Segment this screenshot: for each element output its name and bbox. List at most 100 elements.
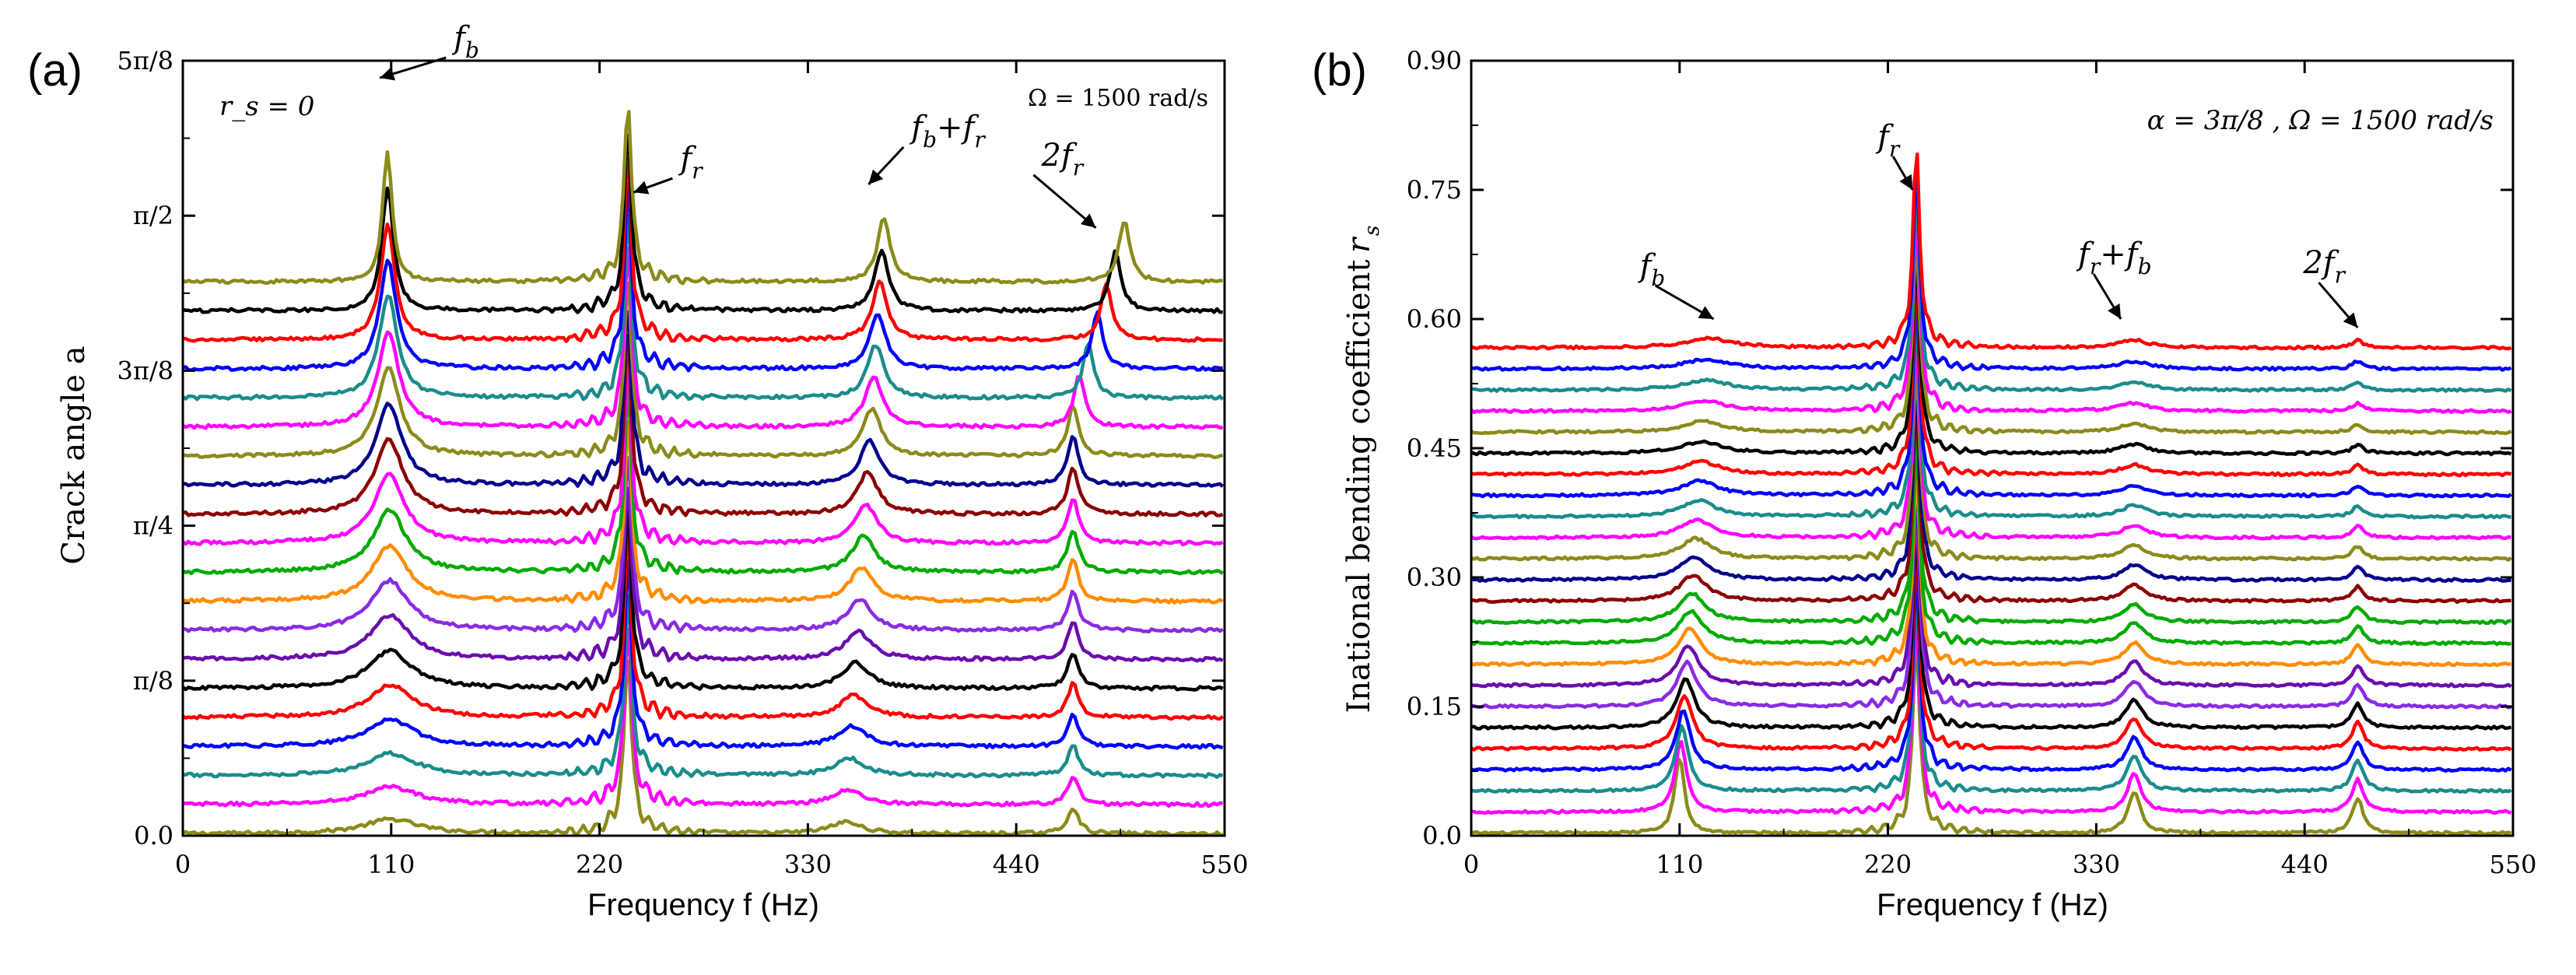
annotation-arrowhead [1698, 306, 1714, 319]
series-line [1470, 521, 2512, 710]
panel-a-speed-text: Ω = 1500 rad/s [1028, 85, 1208, 112]
series-line [1470, 223, 2512, 415]
annotation-arrowhead [2343, 312, 2358, 328]
x-tick-label: 220 [576, 850, 623, 879]
panel-b: (b) 0 110 220 330 440 550 0.0 0.15 0.30 0.45 0.60… [1312, 45, 2537, 922]
y-tick-label: 0.0 [1422, 821, 1462, 850]
series-line [181, 357, 1224, 547]
panel-a: (a) 0 110 220 330 440 550 0.0 π/8 π/4 3π/8 π/2 5π/… [27, 20, 1249, 922]
x-tick-label: 110 [1656, 850, 1703, 879]
series-line [1470, 647, 2512, 836]
panel-b-y-axis-label: Inational bending coefficient [1341, 259, 1377, 713]
series-line [1470, 623, 2512, 815]
x-tick-label: 110 [367, 850, 415, 879]
panel-a-series-group [181, 110, 1225, 837]
series-line [182, 181, 1223, 373]
series-line [1470, 300, 2512, 499]
annotation-arrowhead [380, 67, 396, 81]
x-tick-label: 330 [2073, 850, 2120, 879]
series-line [1470, 281, 2512, 478]
panel-b-y-axis-symbol: r [1341, 236, 1377, 253]
x-tick-label: 220 [1864, 850, 1912, 879]
series-line [181, 507, 1224, 692]
x-tick-label: 550 [2489, 850, 2536, 879]
series-line [1470, 323, 2511, 520]
series-line [182, 310, 1225, 488]
series-line [1470, 196, 2512, 393]
series-line [182, 156, 1223, 343]
annotation-label: fr+fb [2076, 237, 2151, 279]
annotation-arrowhead [1899, 174, 1913, 190]
y-tick-label: 0.75 [1407, 175, 1462, 205]
series-line [182, 559, 1224, 750]
series-line [1470, 536, 2512, 731]
series-line [181, 110, 1223, 286]
series-line [182, 281, 1224, 460]
x-tick-label: 0 [1463, 850, 1479, 879]
y-tick-label: 0.0 [134, 821, 173, 850]
series-line [182, 593, 1224, 779]
series-line [181, 213, 1225, 402]
x-tick-label: 0 [175, 850, 191, 879]
x-tick-label: 330 [784, 850, 832, 879]
annotation-arrowhead [868, 169, 884, 185]
series-line [181, 531, 1225, 721]
y-tick-label: 5π/8 [117, 46, 173, 75]
series-line [181, 246, 1224, 430]
y-tick-label: 0.60 [1407, 304, 1462, 334]
series-line [1470, 245, 2512, 436]
panel-b-y-ticks: 0.0 0.15 0.30 0.45 0.60 0.75 0.90 [1407, 46, 2513, 850]
series-line [182, 455, 1224, 634]
y-tick-label: 0.45 [1407, 433, 1462, 463]
series-line [182, 659, 1223, 837]
panel-b-y-axis-label-group: Inational bending coefficient r s [1341, 226, 1384, 714]
series-line [182, 419, 1224, 605]
series-line [182, 333, 1224, 517]
panel-a-param-text: r_s = 0 [219, 91, 314, 122]
panel-b-param-text: α = 3π/8 , Ω = 1500 rad/s [2147, 105, 2494, 136]
annotation-label: fr [1875, 119, 1901, 162]
panel-b-series-group [1470, 152, 2513, 836]
series-line [182, 133, 1223, 314]
series-line [1470, 265, 2512, 457]
panel-a-y-ticks: 0.0 π/8 π/4 3π/8 π/2 5π/8 [117, 46, 1225, 850]
annotation-label: 2fr [1040, 138, 1084, 181]
series-line [1470, 410, 2511, 605]
panel-a-x-ticks: 0 110 220 330 440 550 [175, 61, 1249, 879]
series-line [1470, 372, 2513, 562]
x-tick-label: 440 [993, 850, 1040, 879]
series-line [182, 486, 1224, 663]
series-line [1470, 599, 2512, 794]
annotation-label: fb [451, 20, 479, 63]
series-line [1470, 393, 2511, 584]
y-tick-label: π/8 [133, 666, 173, 696]
panel-a-label: (a) [27, 45, 82, 96]
y-tick-label: 0.30 [1407, 563, 1462, 592]
series-line [182, 626, 1224, 808]
panel-b-annotations: fb fr fr+fb 2fr [1638, 119, 2359, 329]
panel-a-x-axis-label: Frequency f (Hz) [587, 888, 819, 922]
annotation-label: fb [1638, 248, 1666, 291]
y-tick-label: 3π/8 [117, 356, 173, 385]
series-line [1470, 152, 2512, 351]
panel-a-y-axis-label: Crack angle a [56, 345, 92, 564]
series-line [181, 384, 1224, 576]
series-line [1470, 447, 2511, 647]
x-tick-label: 550 [1200, 850, 1248, 879]
series-line [1470, 425, 2511, 626]
x-tick-label: 440 [2281, 850, 2329, 879]
series-line [1470, 472, 2511, 668]
panel-a-annotations: fb fr fb+fr 2fr [379, 20, 1097, 229]
panel-b-y-axis-symbol-sub: s [1361, 226, 1384, 236]
series-line [1470, 172, 2512, 372]
y-tick-label: π/2 [133, 201, 173, 230]
annotation-label: fb+fr [909, 110, 986, 153]
series-line [1470, 499, 2512, 689]
panel-b-plot-frame [1470, 59, 2515, 837]
annotation-arrowhead [633, 181, 650, 195]
annotation-arrowhead [1080, 213, 1096, 228]
y-tick-label: 0.90 [1407, 46, 1462, 75]
y-tick-label: 0.15 [1407, 692, 1462, 721]
series-line [1470, 573, 2512, 773]
